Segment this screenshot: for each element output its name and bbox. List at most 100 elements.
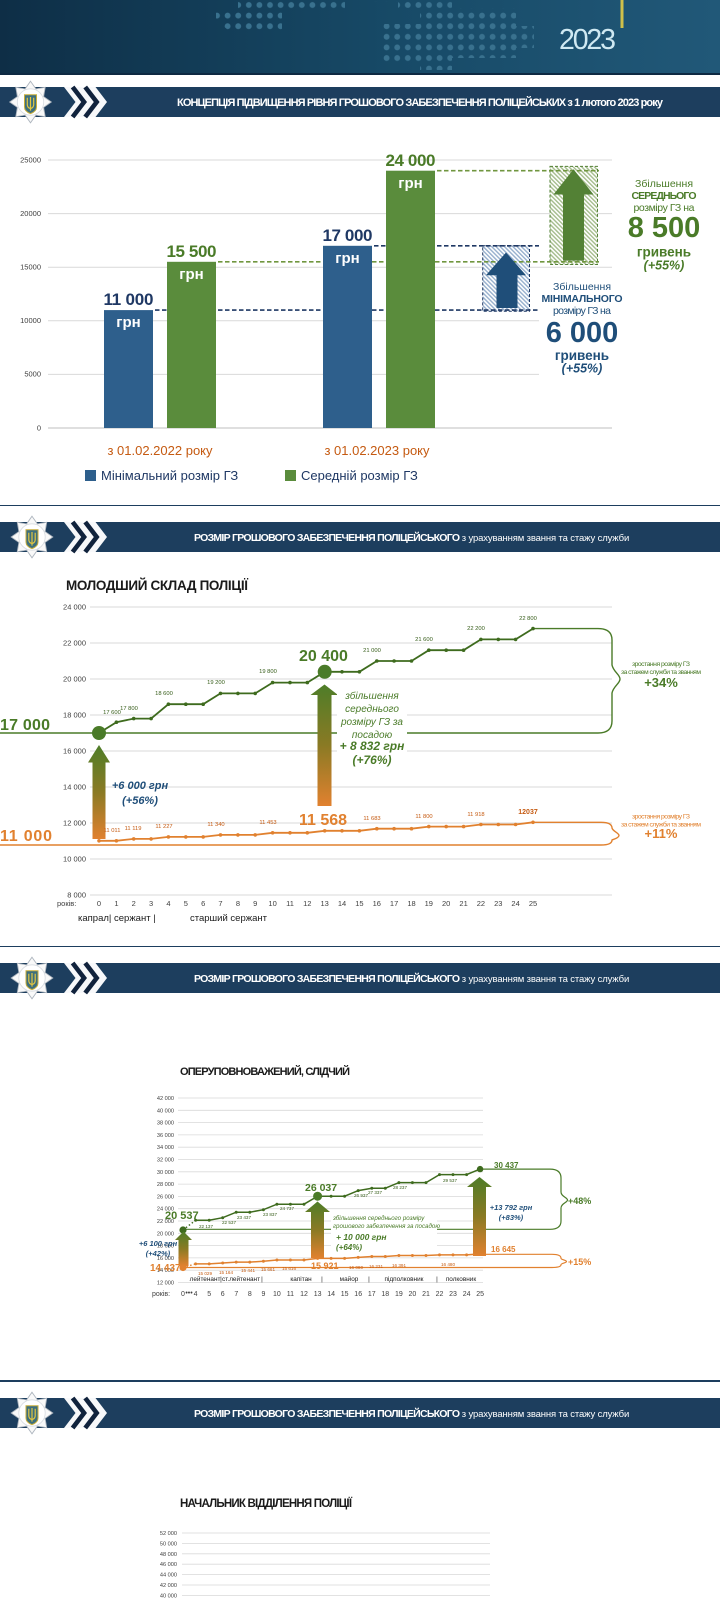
svg-text:15 500: 15 500 [167, 242, 217, 261]
svg-text:15 661: 15 661 [261, 1267, 275, 1272]
svg-text:11 119: 11 119 [125, 826, 142, 832]
svg-text:22 000: 22 000 [157, 1219, 174, 1225]
svg-text:14 000: 14 000 [63, 783, 86, 792]
svg-text:22 537: 22 537 [222, 1220, 236, 1225]
svg-text:24 000: 24 000 [63, 603, 86, 612]
svg-text:22: 22 [436, 1291, 444, 1298]
svg-text:6: 6 [201, 899, 205, 908]
svg-text:29 537: 29 537 [443, 1178, 457, 1183]
svg-text:20 400: 20 400 [299, 648, 348, 665]
svg-text:18 600: 18 600 [155, 691, 173, 697]
svg-text:8 500: 8 500 [628, 212, 701, 244]
svg-text:44 000: 44 000 [160, 1573, 177, 1579]
svg-text:21 600: 21 600 [415, 637, 433, 643]
svg-text:15 921: 15 921 [311, 1261, 339, 1271]
svg-text:24 000: 24 000 [157, 1207, 174, 1213]
svg-text:11 340: 11 340 [207, 822, 224, 828]
svg-text:(+83%): (+83%) [499, 1213, 524, 1222]
svg-text:9: 9 [261, 1291, 265, 1298]
svg-text:+15%: +15% [568, 1257, 591, 1267]
svg-text:|: | [436, 1276, 438, 1283]
svg-text:|: | [220, 1276, 222, 1283]
svg-text:38 000: 38 000 [157, 1121, 174, 1127]
svg-text:лейтенант: лейтенант [190, 1275, 221, 1283]
svg-text:25000: 25000 [20, 156, 41, 165]
svg-text:розміру ГЗ на: розміру ГЗ на [634, 202, 695, 214]
svg-text:СЕРЕДНЬОГО: СЕРЕДНЬОГО [632, 190, 697, 202]
svg-text:18: 18 [381, 1291, 389, 1298]
svg-text:МОЛОДШИЙ СКЛАД ПОЛІЦІЇ: МОЛОДШИЙ СКЛАД ПОЛІЦІЇ [66, 578, 249, 593]
svg-text:+ 10 000 грн: + 10 000 грн [336, 1232, 387, 1242]
svg-text:16: 16 [373, 899, 381, 908]
svg-text:17 000: 17 000 [323, 226, 373, 245]
svg-text:16 480: 16 480 [441, 1262, 455, 1267]
svg-text:28 237: 28 237 [393, 1185, 407, 1190]
svg-text:26 037: 26 037 [305, 1182, 337, 1194]
svg-text:23: 23 [449, 1291, 457, 1298]
svg-text:21: 21 [422, 1291, 430, 1298]
svg-text:26 937: 26 937 [354, 1193, 368, 1198]
svg-text:14: 14 [338, 899, 346, 908]
svg-text:підполковник: підполковник [385, 1275, 424, 1283]
svg-text:за стажем служби та званням: за стажем служби та званням [621, 821, 701, 829]
svg-text:22 000: 22 000 [63, 639, 86, 648]
svg-text:грн: грн [116, 314, 140, 331]
svg-text:розміру ГЗ на: розміру ГЗ на [553, 305, 611, 317]
svg-text:13: 13 [314, 1291, 322, 1298]
svg-text:25: 25 [529, 899, 537, 908]
svg-text:8: 8 [236, 899, 240, 908]
svg-text:Мінімальний розмір ГЗ: Мінімальний розмір ГЗ [101, 468, 238, 483]
svg-text:13: 13 [321, 899, 329, 908]
svg-text:4: 4 [194, 1291, 198, 1298]
svg-text:17 000: 17 000 [0, 717, 50, 734]
svg-text:21 000: 21 000 [363, 648, 381, 654]
svg-text:30 437: 30 437 [494, 1161, 519, 1170]
svg-text:17 600: 17 600 [103, 710, 121, 716]
svg-text:|: | [368, 1276, 370, 1283]
svg-text:(+55%): (+55%) [562, 362, 603, 376]
svg-text:грн: грн [179, 266, 203, 283]
svg-text:46 000: 46 000 [160, 1562, 177, 1568]
svg-text:11 000: 11 000 [0, 828, 52, 845]
svg-text:10: 10 [273, 1291, 281, 1298]
svg-text:19 800: 19 800 [259, 669, 277, 675]
svg-text:Збільшення: Збільшення [635, 178, 693, 190]
svg-text:РОЗМІР ГРОШОВОГО ЗАБЕЗПЕЧЕННЯ: РОЗМІР ГРОШОВОГО ЗАБЕЗПЕЧЕННЯ ПОЛІЦЕЙСЬК… [194, 1407, 629, 1420]
svg-text:2023: 2023 [559, 24, 616, 56]
svg-text:23 437: 23 437 [237, 1215, 251, 1220]
svg-text:11 568: 11 568 [299, 812, 347, 829]
svg-text:зростання розміру ГЗ: зростання розміру ГЗ [632, 813, 690, 821]
svg-text:капрал| сержант |: капрал| сержант | [78, 913, 156, 924]
svg-text:+48%: +48% [568, 1196, 591, 1206]
svg-text:0: 0 [181, 1291, 185, 1298]
svg-text:збільшення середнього розміру: збільшення середнього розміру [332, 1215, 425, 1222]
svg-text:ст.лейтенант: ст.лейтенант [222, 1275, 260, 1283]
svg-text:26 000: 26 000 [157, 1194, 174, 1200]
svg-text:14: 14 [327, 1291, 335, 1298]
svg-text:12037: 12037 [518, 809, 538, 816]
svg-text:|: | [261, 1276, 263, 1283]
svg-text:27 337: 27 337 [368, 1190, 382, 1195]
svg-text:30 000: 30 000 [157, 1170, 174, 1176]
svg-text:2: 2 [132, 899, 136, 908]
svg-text:15: 15 [355, 899, 363, 908]
svg-text:23: 23 [494, 899, 502, 908]
svg-text:ОПЕРУПОВНОВАЖЕНИЙ, СЛІДЧИЙ: ОПЕРУПОВНОВАЖЕНИЙ, СЛІДЧИЙ [180, 1065, 350, 1078]
svg-text:15000: 15000 [20, 263, 41, 272]
svg-text:16 645: 16 645 [491, 1245, 516, 1254]
svg-text:20: 20 [409, 1291, 417, 1298]
svg-text:17: 17 [390, 899, 398, 908]
svg-text:28 000: 28 000 [157, 1182, 174, 1188]
svg-text:11 011: 11 011 [104, 828, 121, 834]
svg-text:(+64%): (+64%) [336, 1243, 362, 1252]
svg-text:42 000: 42 000 [160, 1583, 177, 1589]
svg-text:11 000: 11 000 [104, 290, 154, 309]
svg-text:старший сержант: старший сержант [190, 913, 268, 924]
svg-text:20 000: 20 000 [157, 1231, 174, 1237]
svg-text:15 164: 15 164 [219, 1270, 233, 1275]
svg-text:22: 22 [477, 899, 485, 908]
svg-text:+ 8 832 грн: + 8 832 грн [340, 739, 405, 753]
svg-text:20 000: 20 000 [63, 675, 86, 684]
svg-text:36 000: 36 000 [157, 1133, 174, 1139]
svg-text:Збільшення: Збільшення [553, 281, 611, 293]
